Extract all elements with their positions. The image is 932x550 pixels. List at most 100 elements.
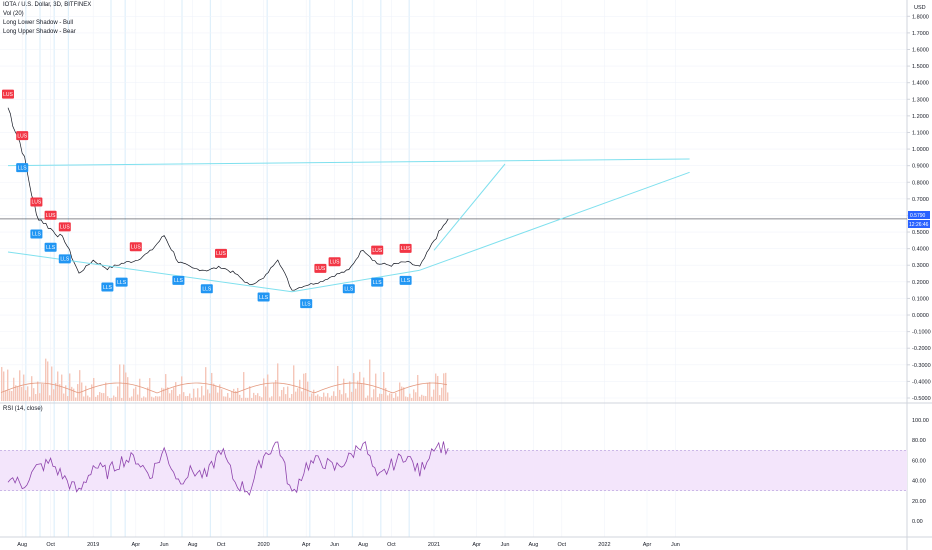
time-tick-label: Jun <box>671 542 680 548</box>
volume-bar <box>41 383 43 401</box>
lls-marker: LLS <box>257 292 270 302</box>
lls-marker: LLS <box>44 242 57 252</box>
lus-marker: LUS <box>129 242 142 252</box>
volume-bar <box>397 396 399 401</box>
trendline <box>291 269 420 293</box>
rsi-tick-label: 80.00 <box>912 438 926 444</box>
price-tick-label: 1.0000 <box>912 147 929 153</box>
marker-label: LUS <box>3 92 13 98</box>
marker-label: LUS <box>330 259 340 265</box>
volume-bar <box>383 372 385 401</box>
price-tick-label: 1.8000 <box>912 14 929 20</box>
volume-bar <box>21 386 23 401</box>
trendlines[interactable] <box>7 158 690 293</box>
price-tick-label: 0.1000 <box>912 296 929 302</box>
volume-bar <box>149 378 151 401</box>
volume-bar <box>99 392 101 401</box>
volume-bar <box>289 397 291 401</box>
rsi-axis-ticks[interactable]: 100.00 80.00 60.00 40.00 20.00 0.00 <box>912 418 929 525</box>
volume-bar <box>59 384 61 401</box>
currency-label: USD <box>914 5 926 11</box>
volume-bar <box>1 366 3 401</box>
marker-label: LLS <box>401 278 411 284</box>
volume-bar <box>241 397 243 401</box>
lls-marker: LLS <box>300 299 313 309</box>
rsi-legend[interactable]: RSI (14, close) <box>3 405 43 414</box>
volume-bar <box>327 393 329 401</box>
volume-bar <box>341 394 343 401</box>
symbol-title[interactable]: IOTA / U.S. Dollar, 3D, BITFINEX <box>3 2 92 8</box>
lus-marker: LUS <box>371 245 384 255</box>
volume-bar <box>347 397 349 401</box>
volume-bar <box>141 397 143 401</box>
indicator-volume[interactable]: Vol (20) <box>3 11 24 17</box>
volume-bar <box>367 395 369 401</box>
rsi-title[interactable]: RSI (14, close) <box>3 406 43 412</box>
time-axis-ticks[interactable]: Aug Oct 2019 Apr Jun Aug Oct 2020 Apr Jun Aug Oct 20… <box>17 542 680 548</box>
marker-label: LUS <box>131 245 141 251</box>
volume-bar <box>7 369 9 401</box>
volume-bar <box>177 395 179 401</box>
volume-bar <box>301 391 303 401</box>
volume-bar <box>439 395 441 401</box>
volume-bar <box>129 397 131 401</box>
volume-bar <box>107 396 109 401</box>
volume-bar <box>123 364 125 401</box>
volume-bar <box>55 382 57 401</box>
volume-bar <box>87 395 89 401</box>
indicator-lus[interactable]: Long Upper Shadow - Bear <box>3 29 76 35</box>
volume-bar <box>403 387 405 401</box>
volume-bar <box>111 397 113 401</box>
volume-bar <box>63 393 65 401</box>
volume-bar <box>47 361 49 401</box>
last-price-label: 0.5790 <box>908 211 930 219</box>
volume-bar <box>43 384 45 401</box>
volume-bar <box>73 388 75 401</box>
volume-bar <box>265 386 267 401</box>
lus-marker: LUS <box>44 210 57 220</box>
volume-bar <box>17 386 19 401</box>
time-tick-label: Aug <box>188 542 198 548</box>
price-tick-label: 1.4000 <box>912 81 929 87</box>
highlight-band <box>25 0 27 537</box>
volume-bar <box>159 396 161 401</box>
volume-bar <box>369 359 371 401</box>
volume-bar <box>143 396 145 401</box>
volume-bar <box>33 388 35 401</box>
volume-bar <box>173 387 175 401</box>
volume-bar <box>321 397 323 401</box>
indicator-lls[interactable]: Long Lower Shadow - Bull <box>3 20 74 26</box>
volume-bar <box>263 378 265 401</box>
volume-bar <box>399 382 401 401</box>
volume-bar <box>443 373 445 401</box>
volume-bar <box>221 389 223 401</box>
highlight-band <box>351 0 353 537</box>
volume-bar <box>251 397 253 401</box>
time-tick-label: Oct <box>217 542 226 548</box>
volume-bar <box>225 396 227 401</box>
volume-bar <box>249 386 251 401</box>
rsi-tick-label: 0.00 <box>912 519 923 525</box>
volume-bar <box>291 394 293 401</box>
volume-bar <box>5 390 7 401</box>
volume-bar <box>187 395 189 401</box>
rsi-series-line <box>7 441 449 496</box>
rsi-tick-label: 20.00 <box>912 499 926 505</box>
time-tick-label: Apr <box>643 542 652 548</box>
volume-bar <box>235 391 237 401</box>
volume-bar <box>103 393 105 401</box>
volume-bar <box>297 388 299 401</box>
volume-bar <box>435 373 437 401</box>
lus-marker: LUS <box>58 222 71 232</box>
volume-bar <box>287 386 289 401</box>
volume-bar <box>277 363 279 401</box>
volume-bar <box>299 379 301 401</box>
volume-bar <box>359 371 361 401</box>
highlight-band <box>380 0 382 537</box>
highlight-band <box>53 0 55 537</box>
lus-marker: LUS <box>16 131 29 141</box>
volume-bar <box>401 386 403 401</box>
volume-bar <box>433 389 435 401</box>
price-axis-ticks[interactable]: 1.8000 1.7000 1.6000 1.5000 1.4000 1.3000 1.20… <box>907 14 931 402</box>
